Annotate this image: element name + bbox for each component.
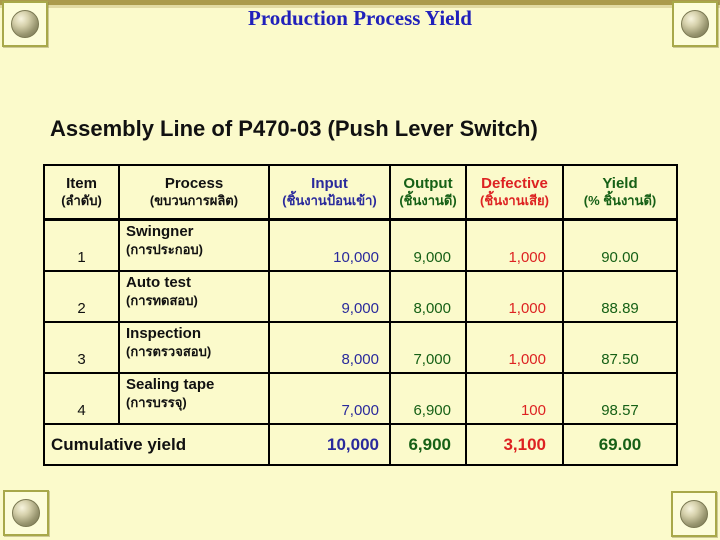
process-cell: Auto test (การทดสอบ) xyxy=(118,270,270,323)
item-number: 4 xyxy=(43,372,120,425)
header-output: Output (ชิ้นงานดี) xyxy=(389,164,467,221)
input-value: 8,000 xyxy=(268,321,391,374)
input-value: 10,000 xyxy=(268,218,391,272)
header-row: Item (ลำดับ) Process (ขบวนการผลิต) Input… xyxy=(43,164,678,221)
cumulative-defective: 3,100 xyxy=(465,423,564,466)
sphere-icon xyxy=(681,10,709,38)
output-value: 8,000 xyxy=(389,270,467,323)
defective-value: 1,000 xyxy=(465,218,564,272)
yield-table: Item (ลำดับ) Process (ขบวนการผลิต) Input… xyxy=(43,164,678,466)
header-process: Process (ขบวนการผลิต) xyxy=(118,164,270,221)
header-defective: Defective (ชิ้นงานเสีย) xyxy=(465,164,564,221)
table-row: 1 Swingner (การประกอบ) 10,000 9,000 1,00… xyxy=(43,218,678,272)
item-number: 3 xyxy=(43,321,120,374)
sphere-icon xyxy=(11,10,39,38)
output-value: 7,000 xyxy=(389,321,467,374)
defective-value: 1,000 xyxy=(465,270,564,323)
corner-ornament-bottom-right xyxy=(671,491,717,537)
yield-value: 90.00 xyxy=(562,218,678,272)
item-number: 1 xyxy=(43,218,120,272)
top-border-ribbon xyxy=(0,0,720,5)
process-cell: Inspection (การตรวจสอบ) xyxy=(118,321,270,374)
yield-value: 88.89 xyxy=(562,270,678,323)
corner-ornament-bottom-left xyxy=(3,490,49,536)
defective-value: 100 xyxy=(465,372,564,425)
table-row: 4 Sealing tape (การบรรจุ) 7,000 6,900 10… xyxy=(43,372,678,425)
output-value: 6,900 xyxy=(389,372,467,425)
header-input: Input (ชิ้นงานป้อนเข้า) xyxy=(268,164,391,221)
slide-title: Production Process Yield xyxy=(248,6,472,30)
sphere-icon xyxy=(12,499,40,527)
input-value: 7,000 xyxy=(268,372,391,425)
table-row: 3 Inspection (การตรวจสอบ) 8,000 7,000 1,… xyxy=(43,321,678,374)
process-cell: Sealing tape (การบรรจุ) xyxy=(118,372,270,425)
table-row: 2 Auto test (การทดสอบ) 9,000 8,000 1,000… xyxy=(43,270,678,323)
input-value: 9,000 xyxy=(268,270,391,323)
header-item: Item (ลำดับ) xyxy=(43,164,120,221)
cumulative-row: Cumulative yield 10,000 6,900 3,100 69.0… xyxy=(43,423,678,466)
cumulative-yield: 69.00 xyxy=(562,423,678,466)
section-heading: Assembly Line of P470-03 (Push Lever Swi… xyxy=(50,116,538,141)
corner-ornament-top-right xyxy=(672,1,718,47)
process-cell: Swingner (การประกอบ) xyxy=(118,218,270,272)
output-value: 9,000 xyxy=(389,218,467,272)
cumulative-output: 6,900 xyxy=(389,423,467,466)
header-yield: Yield (% ชิ้นงานดี) xyxy=(562,164,678,221)
corner-ornament-top-left xyxy=(2,1,48,47)
cumulative-label: Cumulative yield xyxy=(43,423,270,466)
item-number: 2 xyxy=(43,270,120,323)
defective-value: 1,000 xyxy=(465,321,564,374)
yield-value: 87.50 xyxy=(562,321,678,374)
sphere-icon xyxy=(680,500,708,528)
yield-value: 98.57 xyxy=(562,372,678,425)
cumulative-input: 10,000 xyxy=(268,423,391,466)
